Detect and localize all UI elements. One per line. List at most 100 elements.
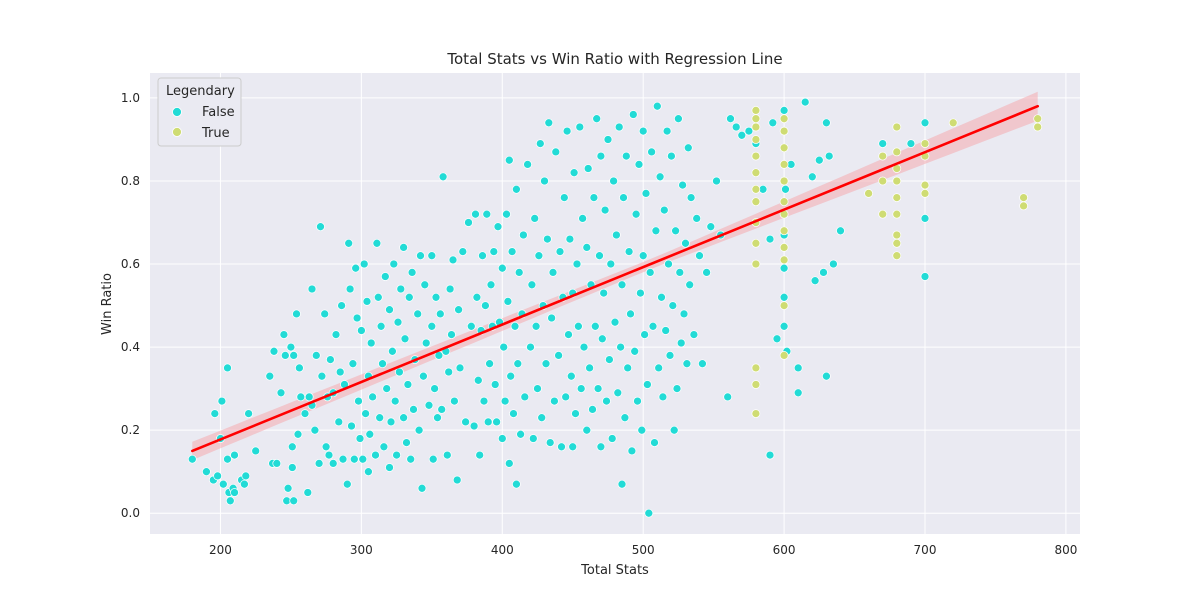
point-false — [279, 330, 289, 339]
point-false — [512, 184, 521, 194]
point-false — [683, 143, 693, 153]
point-false — [337, 301, 346, 310]
point-false — [613, 388, 623, 398]
point-false — [561, 392, 571, 402]
point-true — [948, 118, 958, 128]
point-false — [519, 230, 528, 240]
point-false — [310, 425, 320, 435]
point-false — [661, 326, 671, 335]
point-false — [359, 259, 369, 269]
point-false — [289, 496, 299, 506]
point-false — [485, 359, 494, 369]
point-false — [251, 446, 261, 456]
x-tick-label: 600 — [773, 543, 796, 557]
point-false — [458, 247, 468, 256]
point-false — [464, 218, 473, 227]
point-false — [779, 321, 789, 331]
point-false — [406, 454, 416, 464]
point-false — [303, 488, 313, 497]
point-false — [483, 417, 493, 427]
point-false — [314, 459, 324, 468]
confidence-band-area — [192, 91, 1038, 461]
point-true — [920, 139, 930, 148]
point-false — [389, 259, 399, 269]
y-tick-label: 0.2 — [121, 423, 140, 437]
point-true — [779, 160, 789, 169]
point-true — [1019, 201, 1028, 211]
point-false — [686, 193, 696, 202]
point-false — [400, 334, 410, 344]
point-false — [626, 309, 635, 319]
point-false — [289, 351, 299, 360]
x-tick-label: 400 — [491, 543, 514, 557]
point-false — [643, 380, 652, 389]
point-false — [679, 309, 689, 319]
point-false — [344, 238, 354, 248]
point-true — [751, 135, 761, 144]
point-true — [1033, 114, 1043, 124]
point-false — [744, 126, 754, 136]
point-false — [654, 363, 664, 373]
point-false — [678, 180, 687, 190]
x-tick-label: 700 — [914, 543, 937, 557]
point-false — [471, 209, 480, 219]
point-false — [597, 334, 607, 344]
point-false — [793, 363, 803, 373]
point-false — [202, 467, 211, 477]
point-false — [230, 488, 239, 497]
point-false — [479, 396, 489, 406]
point-false — [368, 392, 377, 402]
point-false — [349, 454, 359, 464]
point-false — [631, 209, 641, 219]
point-false — [444, 367, 454, 377]
point-false — [592, 114, 602, 124]
point-true — [892, 209, 902, 219]
point-true — [864, 189, 873, 198]
point-false — [280, 351, 290, 360]
point-false — [424, 400, 434, 410]
point-true — [892, 230, 902, 240]
legend-label-true: True — [201, 126, 230, 141]
point-false — [385, 463, 394, 472]
point-false — [669, 425, 679, 435]
point-false — [296, 392, 306, 402]
point-false — [614, 122, 624, 132]
point-false — [630, 346, 640, 356]
point-false — [493, 222, 503, 232]
point-false — [781, 184, 790, 194]
point-false — [819, 268, 828, 277]
point-false — [448, 255, 458, 265]
point-false — [689, 330, 699, 339]
point-false — [240, 479, 249, 489]
point-false — [510, 321, 520, 331]
confidence-band — [192, 91, 1038, 461]
point-false — [241, 471, 251, 481]
point-false — [681, 238, 690, 248]
point-false — [616, 342, 625, 352]
point-true — [878, 151, 888, 161]
point-false — [772, 334, 782, 344]
point-false — [800, 97, 810, 107]
point-true — [892, 122, 902, 132]
point-true — [751, 151, 761, 161]
point-false — [490, 380, 500, 389]
point-false — [652, 101, 662, 111]
point-false — [599, 288, 609, 298]
point-true — [920, 180, 930, 190]
point-false — [565, 234, 575, 244]
point-false — [395, 367, 404, 377]
point-false — [272, 459, 282, 468]
point-false — [438, 172, 448, 182]
point-false — [664, 259, 673, 269]
legend: Legendary False True — [157, 77, 242, 147]
point-false — [428, 454, 438, 464]
point-false — [765, 450, 775, 460]
point-false — [807, 172, 817, 182]
point-true — [892, 251, 902, 261]
point-true — [892, 176, 902, 186]
point-false — [287, 442, 297, 452]
point-false — [627, 446, 637, 456]
point-false — [920, 214, 930, 223]
point-false — [698, 359, 707, 369]
point-false — [404, 292, 414, 302]
